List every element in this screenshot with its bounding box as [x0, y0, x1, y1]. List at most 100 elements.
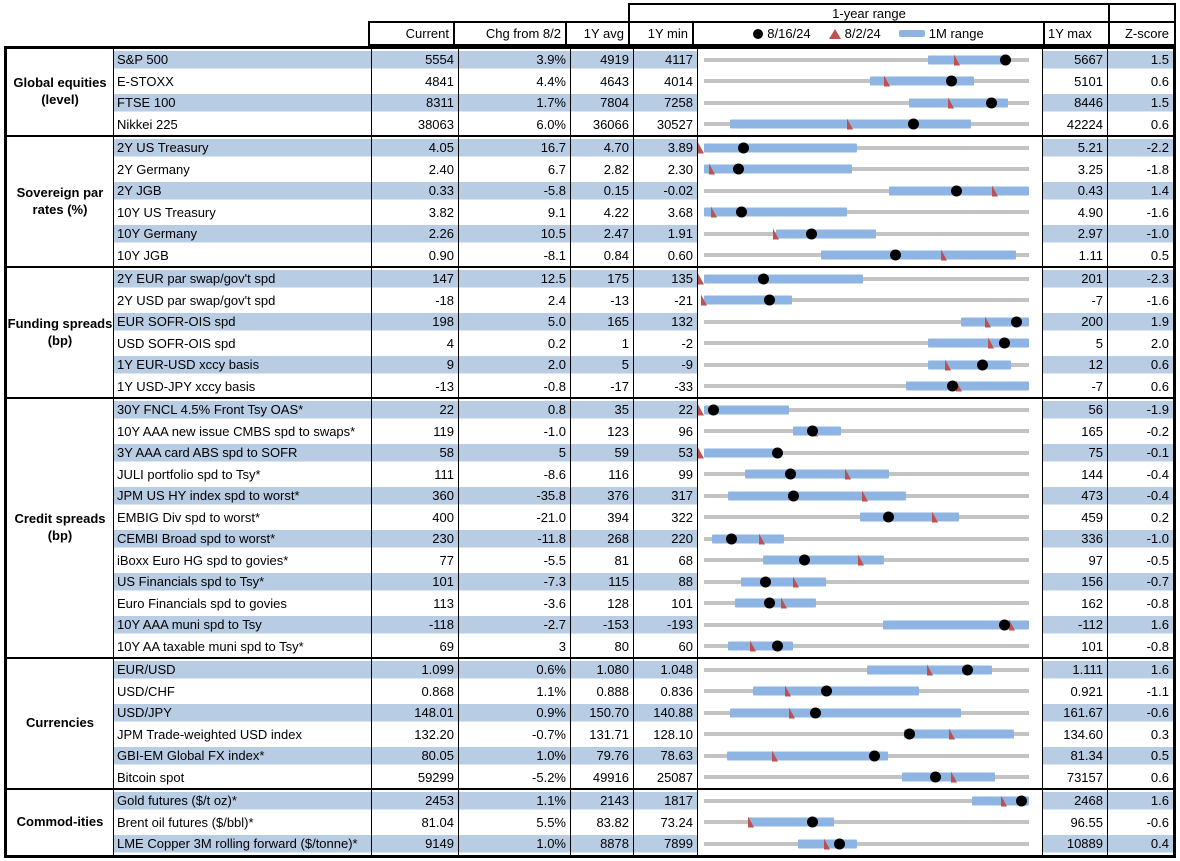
1y-max-value: 161.67: [1042, 702, 1107, 724]
column-header-z-score: Z-score: [1108, 21, 1176, 46]
chg-from-8-2-value: 0.8: [458, 399, 570, 421]
chg-from-8-2-value: 0.9%: [458, 702, 570, 724]
z-score-value: -0.7: [1107, 571, 1173, 593]
1y-range-track: [704, 579, 1029, 584]
1y-avg-value: 165: [570, 311, 633, 333]
1y-max-value: 1.111: [1042, 659, 1107, 681]
1y-min-value: 96: [633, 420, 697, 442]
chg-from-8-2-value: 6.0%: [458, 113, 570, 135]
8-16-24-marker: [732, 163, 744, 175]
instrument-label: Bitcoin spot: [113, 766, 371, 788]
instrument-label: LME Copper 3M rolling forward ($/tonne)*: [113, 833, 371, 855]
1y-range-track: [704, 298, 1029, 303]
z-score-value: -1.0: [1107, 223, 1173, 245]
chg-from-8-2-value: 0.2: [458, 332, 570, 354]
1y-max-value: -7: [1042, 289, 1107, 311]
z-score-value: -1.6: [1107, 289, 1173, 311]
z-score-value: -0.8: [1107, 592, 1173, 614]
8-2-24-marker: [947, 97, 954, 109]
8-2-24-marker: [940, 249, 947, 261]
1m-range-bar: [726, 751, 888, 761]
1y-avg-value: 0.15: [570, 180, 633, 202]
data-table: Global equities (level) S&P 500 5554 3.9…: [4, 46, 1176, 858]
current-value: 8311: [371, 92, 458, 114]
range-chart: [697, 289, 1042, 311]
1m-range-bar: [704, 207, 847, 217]
instrument-label: JPM US HY index spd to worst*: [113, 485, 371, 507]
1y-max-value: 144: [1042, 463, 1107, 485]
chg-from-8-2-value: -5.8: [458, 180, 570, 202]
current-value: 58: [371, 442, 458, 464]
instrument-label: 2Y USD par swap/gov't spd: [113, 289, 371, 311]
group-4: Currencies EUR/USD 1.099 0.6% 1.080 1.04…: [7, 657, 1173, 788]
current-value: -118: [371, 614, 458, 636]
instrument-label: 10Y US Treasury: [113, 201, 371, 223]
current-value: 132.20: [371, 723, 458, 745]
1y-min-value: 25087: [633, 766, 697, 788]
range-chart-area: [704, 812, 1029, 834]
8-2-24-marker: [985, 316, 992, 328]
instrument-label: EUR/USD: [113, 659, 371, 681]
current-value: -13: [371, 375, 458, 397]
instrument-label: 2Y Germany: [113, 158, 371, 180]
legend-item-8-16-24: 8/16/24: [753, 26, 811, 41]
current-value: 4.05: [371, 137, 458, 159]
1y-max-value: 81.34: [1042, 745, 1107, 767]
1y-min-value: 22: [633, 399, 697, 421]
current-value: 3.82: [371, 201, 458, 223]
1y-max-value: 201: [1042, 268, 1107, 290]
range-chart: [697, 506, 1042, 528]
instrument-label: EUR SOFR-OIS spd: [113, 311, 371, 333]
8-16-24-marker: [977, 359, 989, 371]
current-value: 59299: [371, 766, 458, 788]
range-chart-area: [704, 593, 1029, 615]
1y-range-track: [704, 167, 1029, 172]
black-dot-icon: [753, 28, 764, 39]
range-chart: [697, 49, 1042, 71]
chg-from-8-2-value: 5: [458, 442, 570, 464]
1m-range-bar: [728, 641, 794, 651]
range-chart-area: [704, 71, 1029, 93]
range-chart-area: [704, 724, 1029, 746]
1y-range-track: [704, 276, 1029, 281]
range-chart-area: [704, 92, 1029, 114]
chg-from-8-2-value: 6.7: [458, 158, 570, 180]
current-value: 9: [371, 354, 458, 376]
instrument-label: 1Y USD-JPY xccy basis: [113, 375, 371, 397]
chg-from-8-2-value: -7.3: [458, 571, 570, 593]
8-2-24-marker: [708, 163, 715, 175]
1y-min-value: -21: [633, 289, 697, 311]
1y-avg-value: 8878: [570, 833, 633, 855]
range-chart: [697, 442, 1042, 464]
z-score-value: -0.6: [1107, 702, 1173, 724]
8-16-24-marker: [785, 468, 797, 480]
chg-from-8-2-value: -8.1: [458, 244, 570, 266]
chg-from-8-2-value: -21.0: [458, 506, 570, 528]
z-score-value: 0.6: [1107, 113, 1173, 135]
legend-label-8-2-24: 8/2/24: [844, 26, 881, 41]
range-chart-area: [697, 137, 1029, 159]
range-chart: [697, 549, 1042, 571]
1y-max-value: 1.11: [1042, 244, 1107, 266]
1m-range-bar: [860, 512, 960, 522]
range-chart-area: [704, 311, 1029, 333]
range-chart: [697, 375, 1042, 397]
range-chart-area: [704, 745, 1029, 767]
chg-from-8-2-value: 3.9%: [458, 49, 570, 71]
1y-min-value: 322: [633, 506, 697, 528]
8-16-24-marker: [1010, 316, 1022, 328]
1m-range-bar: [869, 76, 974, 86]
1y-range-track: [704, 100, 1029, 105]
range-chart-area: [704, 528, 1029, 550]
current-value: 113: [371, 592, 458, 614]
range-chart: [697, 463, 1042, 485]
1m-range-bar: [972, 796, 1029, 806]
range-chart-area: [704, 571, 1029, 593]
instrument-label: 1Y EUR-USD xccy basis: [113, 354, 371, 376]
chg-from-8-2-value: 1.1%: [458, 790, 570, 812]
chg-from-8-2-value: 16.7: [458, 137, 570, 159]
1m-range-bar: [762, 555, 885, 565]
current-value: 81.04: [371, 811, 458, 833]
1y-min-value: -9: [633, 354, 697, 376]
